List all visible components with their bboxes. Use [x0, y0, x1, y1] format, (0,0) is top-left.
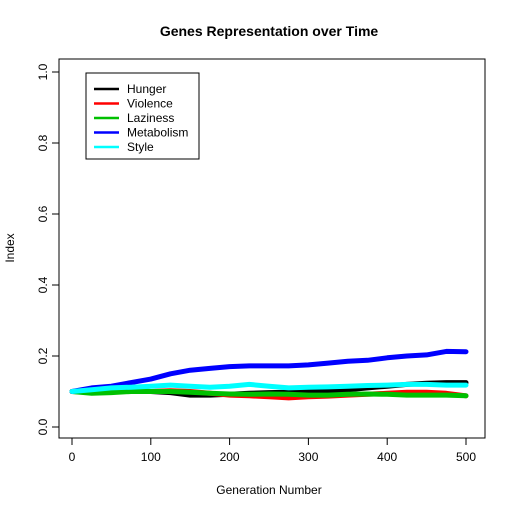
x-tick-label: 400 [377, 450, 397, 464]
series-line-metabolism [69, 348, 469, 394]
y-tick-label: 0.8 [36, 134, 50, 151]
y-axis-label: Index [3, 233, 17, 262]
plot-frame [58, 58, 486, 439]
x-tick-label: 500 [456, 450, 476, 464]
legend-box [85, 72, 200, 160]
y-tick-label: 0.2 [36, 347, 50, 364]
x-tick-label: 300 [298, 450, 318, 464]
x-tick-label: 200 [220, 450, 240, 464]
legend-label-hunger: Hunger [127, 82, 166, 96]
legend-label-violence: Violence [127, 97, 173, 111]
legend-label-style: Style [127, 140, 154, 154]
y-tick-label: 0.0 [36, 418, 50, 435]
y-tick-label: 1.0 [36, 63, 50, 80]
series-line-laziness [69, 389, 469, 399]
x-tick-label: 100 [141, 450, 161, 464]
chart-title: Genes Representation over Time [160, 23, 379, 39]
series-line-style [69, 381, 469, 394]
x-axis-label: Generation Number [216, 483, 321, 497]
x-tick-label: 0 [69, 450, 76, 464]
y-tick-label: 0.4 [36, 276, 50, 293]
legend-label-metabolism: Metabolism [127, 126, 188, 140]
legend-label-laziness: Laziness [127, 111, 174, 125]
y-tick-label: 0.6 [36, 205, 50, 222]
series-group [69, 348, 469, 401]
